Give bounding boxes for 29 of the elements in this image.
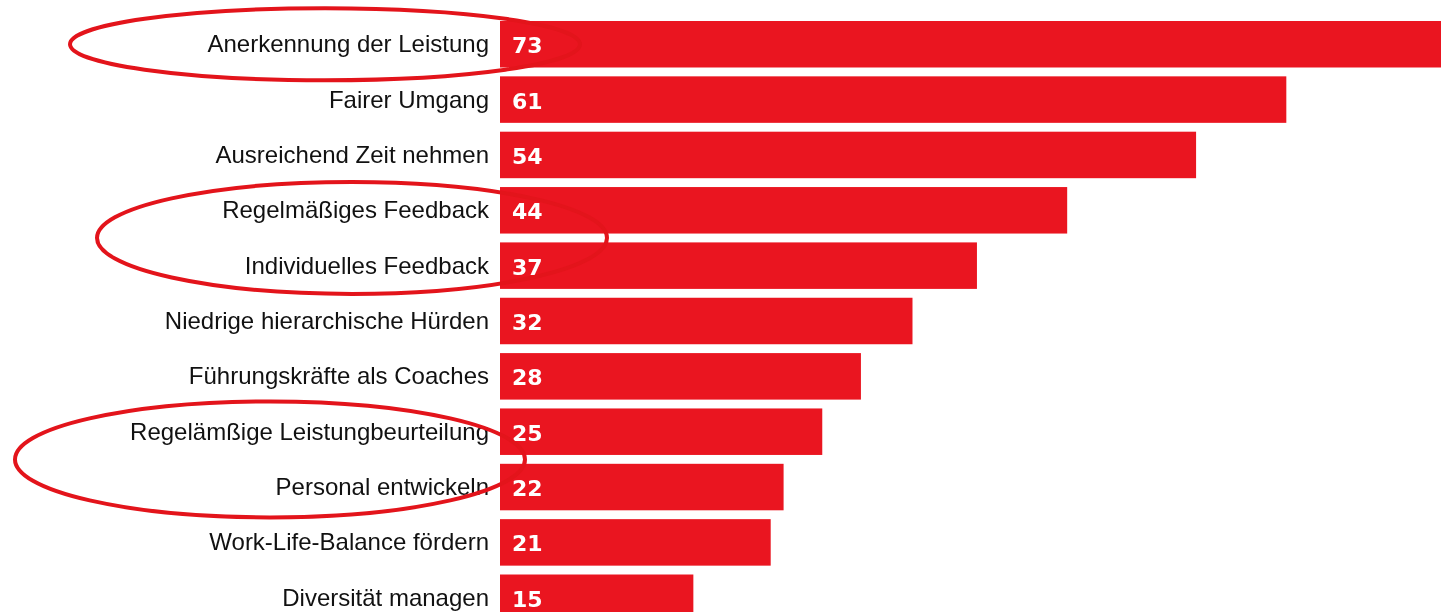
bar	[500, 463, 784, 511]
y-tick-label: Ausreichend Zeit nehmen	[215, 140, 489, 168]
data-label: 61	[512, 88, 543, 114]
y-tick-label: Anerkennung der Leistung	[207, 30, 489, 58]
data-label: 25	[512, 420, 543, 446]
data-label: 73	[512, 33, 543, 59]
data-label: 22	[512, 476, 543, 502]
y-tick-label: Regelmäßiges Feedback	[222, 196, 490, 224]
data-label: 28	[512, 365, 543, 391]
data-label: 15	[512, 586, 543, 612]
y-tick-label: Führungskräfte als Coaches	[188, 362, 489, 390]
bar	[500, 519, 771, 566]
data-label: 32	[512, 310, 543, 335]
data-label: 21	[512, 531, 543, 557]
bar	[500, 353, 861, 400]
y-tick-label: Personal entwickeln	[275, 473, 489, 501]
y-tick-label: Individuelles Feedback	[244, 251, 490, 279]
bar	[500, 408, 823, 455]
data-label: 44	[512, 199, 543, 225]
data-label: 54	[512, 143, 543, 169]
bar	[500, 76, 1287, 123]
bar	[500, 131, 1197, 179]
bar	[500, 297, 913, 345]
data-label: 37	[512, 254, 543, 280]
y-tick-label: Work-Life-Balance fördern	[209, 528, 489, 556]
y-tick-label: Regelämßige Leistungbeurteilung	[130, 417, 489, 445]
y-tick-label: Diversität managen	[282, 583, 489, 611]
y-tick-label: Fairer Umgang	[328, 85, 489, 113]
y-tick-label: Niedrige hierarchische Hürden	[164, 307, 489, 334]
